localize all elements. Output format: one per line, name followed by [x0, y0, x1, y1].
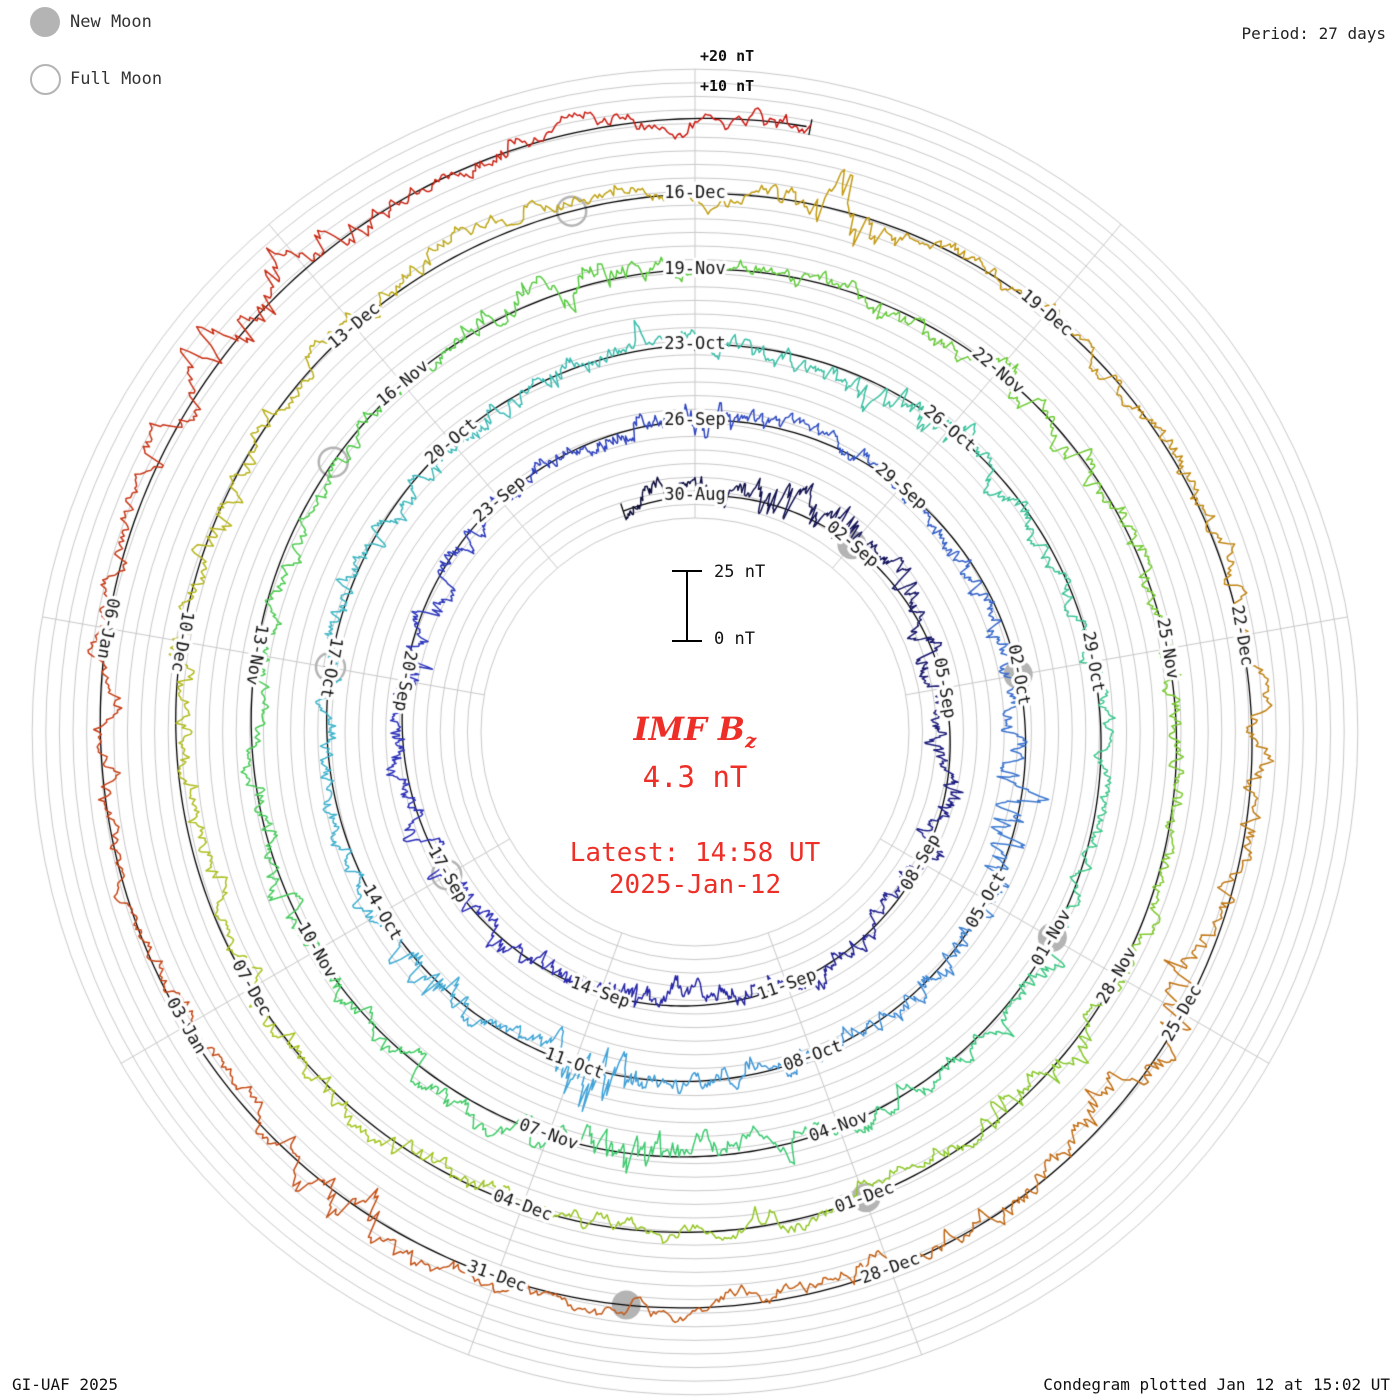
condegram-spiral-plot: [0, 0, 1400, 1400]
condegram-page: New Moon Full Moon Period: 27 days +20 n…: [0, 0, 1400, 1400]
